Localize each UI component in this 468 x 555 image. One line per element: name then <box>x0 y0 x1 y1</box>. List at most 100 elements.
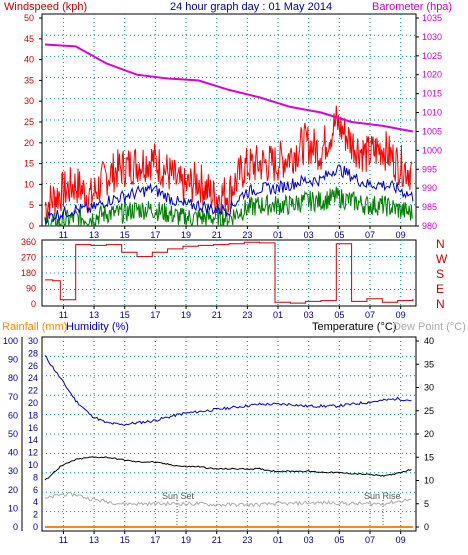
x-tick-label: 23 <box>242 230 252 240</box>
barometer-line <box>44 43 414 133</box>
wind-y-tick-label: 40 <box>24 55 34 65</box>
humidity-inner-tick-label: 30 <box>28 336 38 346</box>
humidity-inner-tick-label: 18 <box>28 410 38 420</box>
wind-low-line <box>44 186 413 228</box>
x-tick-label: 03 <box>304 230 314 240</box>
x-tick-label: 03 <box>304 535 314 545</box>
humidity-line <box>44 355 412 426</box>
wind-gust-line <box>44 105 413 220</box>
baro-y-tick-label: 1015 <box>422 89 442 99</box>
temperature-y-tick-label: 35 <box>424 359 434 369</box>
x-tick-label: 13 <box>89 230 99 240</box>
x-tick-label: 11 <box>59 535 68 545</box>
temperature-title: Temperature (°C) <box>312 321 396 333</box>
x-tick-label: 17 <box>150 230 160 240</box>
temperature-y-tick-label: 20 <box>424 429 434 439</box>
wind-y-tick-label: 50 <box>24 13 34 23</box>
x-tick-label: 09 <box>396 535 406 545</box>
baro-y-tick-label: 1005 <box>422 126 442 136</box>
humidity-inner-tick-label: 12 <box>28 448 38 458</box>
x-tick-label: 03 <box>304 310 314 320</box>
humidity-title: Humidity (%) <box>66 321 129 333</box>
compass-letter: N <box>436 297 445 311</box>
x-tick-label: 17 <box>150 310 160 320</box>
wind-avg-line <box>44 164 414 225</box>
baro-y-tick-label: 985 <box>422 202 437 212</box>
x-tick-label: 09 <box>396 230 406 240</box>
humidity-outer-tick-label: 80 <box>8 373 18 383</box>
wind-y-tick-label: 35 <box>24 75 34 85</box>
x-tick-label: 17 <box>150 535 160 545</box>
temperature-y-tick-label: 15 <box>424 452 434 462</box>
x-tick-label: 23 <box>242 535 252 545</box>
humidity-outer-tick-label: 0 <box>13 522 18 532</box>
x-tick-label: 19 <box>181 310 191 320</box>
wind-y-tick-label: 5 <box>29 200 34 210</box>
wind-y-tick-label: 10 <box>24 179 34 189</box>
humidity-outer-tick-label: 100 <box>3 336 18 346</box>
compass-letter: S <box>436 267 444 281</box>
wind-y-tick-label: 25 <box>24 117 34 127</box>
sunset-label: Sun Set <box>162 491 195 501</box>
x-tick-label: 21 <box>212 310 222 320</box>
humidity-inner-tick-label: 10 <box>28 460 38 470</box>
humidity-inner-tick-label: 8 <box>33 472 38 482</box>
x-tick-label: 05 <box>334 310 344 320</box>
humidity-inner-tick-label: 26 <box>28 361 38 371</box>
x-tick-label: 23 <box>242 310 252 320</box>
humidity-inner-tick-label: 6 <box>33 485 38 495</box>
humidity-outer-tick-label: 20 <box>8 485 18 495</box>
x-tick-label: 01 <box>273 310 283 320</box>
humidity-inner-tick-label: 0 <box>33 522 38 532</box>
compass-letter: N <box>436 237 445 251</box>
humidity-inner-tick-label: 2 <box>33 510 38 520</box>
wind-y-tick-label: 45 <box>24 34 34 44</box>
x-tick-label: 21 <box>212 535 222 545</box>
graph-title: 24 hour graph day : 01 May 2014 <box>170 1 332 13</box>
barometer-title: Barometer (hpa) <box>372 1 452 13</box>
x-tick-label: 19 <box>181 535 191 545</box>
direction-y-tick-label: 360 <box>21 237 36 247</box>
baro-y-tick-label: 1030 <box>422 32 442 42</box>
humidity-inner-tick-label: 28 <box>28 348 38 358</box>
temperature-y-tick-label: 25 <box>424 406 434 416</box>
humidity-inner-tick-label: 4 <box>33 497 38 507</box>
humidity-inner-tick-label: 16 <box>28 423 38 433</box>
x-tick-label: 15 <box>120 535 130 545</box>
dewpoint-title: Dew Point (°C) <box>393 321 466 333</box>
compass-letter: W <box>436 252 448 266</box>
wind-y-tick-label: 0 <box>29 221 34 231</box>
x-tick-label: 19 <box>181 230 191 240</box>
x-tick-label: 01 <box>273 535 283 545</box>
humidity-outer-tick-label: 40 <box>8 448 18 458</box>
baro-y-tick-label: 1000 <box>422 145 442 155</box>
x-tick-label: 07 <box>365 310 375 320</box>
direction-y-tick-label: 0 <box>31 299 36 309</box>
humidity-inner-tick-label: 22 <box>28 386 38 396</box>
baro-y-tick-label: 980 <box>422 221 437 231</box>
x-tick-label: 11 <box>59 310 68 320</box>
wind-y-tick-label: 20 <box>24 138 34 148</box>
temperature-y-tick-label: 0 <box>424 522 429 532</box>
humidity-outer-tick-label: 60 <box>8 410 18 420</box>
windspeed-title: Windspeed (kph) <box>4 1 87 13</box>
compass-letter: E <box>436 282 444 296</box>
dewpoint-line <box>44 492 412 508</box>
x-tick-label: 05 <box>334 535 344 545</box>
x-tick-label: 09 <box>396 310 406 320</box>
wind-direction-line <box>45 241 414 304</box>
x-tick-label: 13 <box>89 535 99 545</box>
baro-y-tick-label: 1020 <box>422 70 442 80</box>
x-tick-label: 13 <box>89 310 99 320</box>
temperature-y-tick-label: 30 <box>424 383 434 393</box>
humidity-outer-tick-label: 30 <box>8 466 18 476</box>
baro-y-tick-label: 1025 <box>422 51 442 61</box>
x-tick-label: 01 <box>273 230 283 240</box>
x-tick-label: 11 <box>59 230 68 240</box>
wind-y-tick-label: 30 <box>24 96 34 106</box>
baro-y-tick-label: 1035 <box>422 13 442 23</box>
direction-y-tick-label: 180 <box>21 268 36 278</box>
x-tick-label: 07 <box>365 230 375 240</box>
direction-y-tick-label: 270 <box>21 253 36 263</box>
